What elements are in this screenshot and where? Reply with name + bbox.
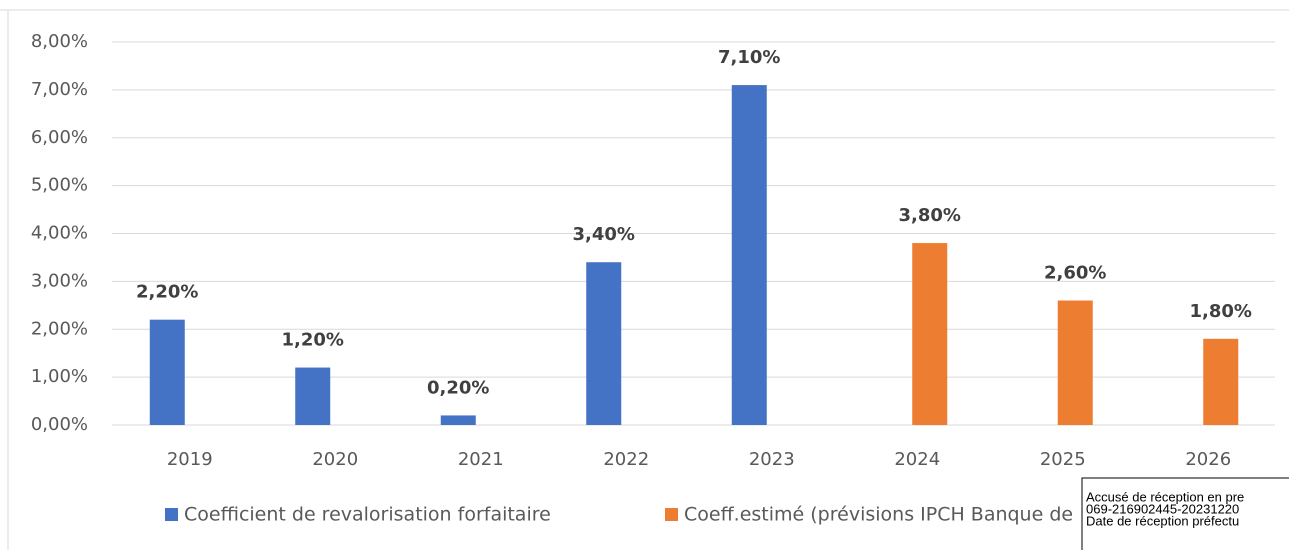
legend-label: Coefficient de revalorisation forfaitair…: [184, 504, 551, 526]
x-tick-label: 2021: [458, 449, 504, 470]
overlay: Accusé de réception en pre069-216902445-…: [1081, 477, 1289, 550]
y-tick-label: 6,00%: [31, 127, 88, 148]
x-tick-label: 2023: [749, 449, 795, 470]
value-label: 3,80%: [899, 205, 961, 226]
legend-swatch: [665, 508, 678, 521]
bar: [149, 319, 185, 425]
x-tick-label: 2025: [1040, 449, 1086, 470]
legend-swatch: [165, 508, 178, 521]
x-tick-label: 2022: [603, 449, 649, 470]
stamp-text: Accusé de réception en pre: [1086, 489, 1244, 504]
x-tick-label: 2019: [167, 449, 213, 470]
value-label: 0,20%: [427, 377, 489, 398]
x-tick-label: 2026: [1185, 449, 1231, 470]
bar: [1057, 300, 1093, 425]
y-tick-label: 5,00%: [31, 175, 88, 196]
legend-label: Coeff.estimé (prévisions IPCH Banque de: [684, 504, 1073, 526]
value-label: 2,20%: [136, 282, 198, 303]
y-tick-label: 2,00%: [31, 318, 88, 339]
bar: [295, 367, 331, 425]
stamp-text: Date de réception préfectu: [1086, 513, 1239, 528]
x-tick-label: 2020: [312, 449, 358, 470]
y-tick-label: 8,00%: [31, 31, 88, 52]
y-tick-label: 1,00%: [31, 366, 88, 387]
stamp-text: 069-216902445-20231220: [1086, 501, 1239, 516]
value-label: 1,20%: [282, 330, 344, 351]
value-label: 7,10%: [718, 47, 780, 68]
x-tick-label: 2024: [894, 449, 940, 470]
value-label: 3,40%: [573, 224, 635, 245]
y-tick-label: 4,00%: [31, 223, 88, 244]
bar: [912, 243, 948, 425]
plot: 0,00% 1,00% 2,00% 3,00% 4,00% 5,00% 6,00% 7,00%…: [31, 31, 1275, 526]
bar: [731, 85, 767, 426]
bar: [1203, 338, 1239, 425]
y-tick-label: 7,00%: [31, 79, 88, 100]
value-label: 2,60%: [1044, 263, 1106, 284]
value-label: 1,80%: [1190, 301, 1252, 322]
stamp-box: [1081, 477, 1289, 550]
bar: [440, 415, 476, 425]
y-tick-label: 3,00%: [31, 270, 88, 291]
y-tick-label: 0,00%: [31, 414, 88, 435]
bar: [586, 262, 622, 425]
